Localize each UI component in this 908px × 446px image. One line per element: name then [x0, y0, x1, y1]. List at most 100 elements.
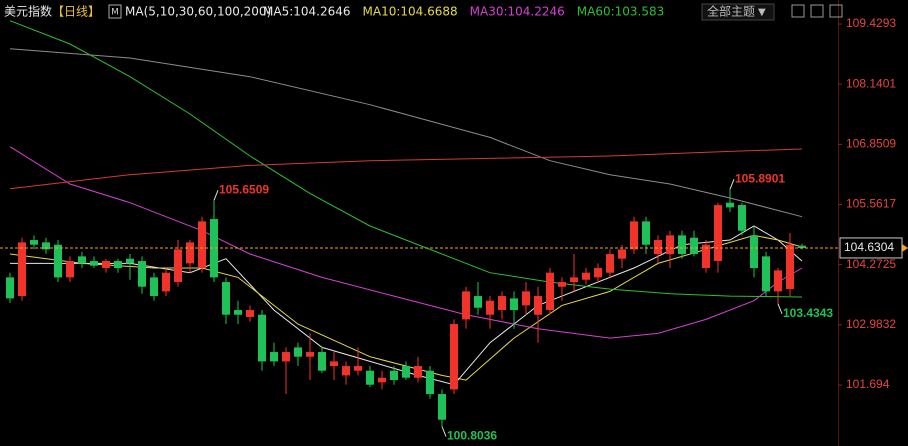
candle-body: [138, 261, 146, 287]
candle-body: [426, 370, 434, 395]
plot: 101.694 102.9832 104.2725 105.5617 106.8509 1…: [0, 16, 908, 443]
symbol: 美元指数: [4, 4, 52, 19]
candle-body: [114, 261, 122, 269]
candle-body: [654, 240, 662, 255]
annotation-label: 100.8036: [447, 429, 497, 443]
annotation-pointer: [213, 190, 219, 201]
dropdown-arrow: ▼: [758, 7, 766, 18]
candle-body: [234, 310, 242, 315]
y-tick-label: 105.5617: [846, 197, 896, 211]
candle-body: [474, 296, 482, 308]
candle-body: [318, 352, 326, 371]
ma-icon-text: M: [111, 8, 119, 18]
candle-body: [558, 282, 566, 287]
candle-body: [330, 361, 338, 367]
candle-body: [498, 296, 506, 311]
y-tick-label: 108.1401: [846, 76, 896, 90]
candle-body: [546, 272, 554, 311]
candle-body: [18, 242, 26, 297]
candle-body: [162, 272, 170, 292]
candle-body: [246, 310, 254, 318]
candle-body: [798, 245, 806, 248]
candle-body: [354, 366, 362, 371]
candle-body: [366, 370, 374, 385]
period: 【日线】: [52, 5, 100, 19]
candle-body: [570, 277, 578, 283]
candle-body: [102, 261, 110, 269]
ma-icon[interactable]: [108, 4, 122, 19]
candle-body: [762, 256, 770, 292]
legend-entry: MA5:104.2646: [263, 5, 351, 19]
candle-body: [282, 352, 290, 362]
candle-body: [54, 244, 62, 278]
candle-body: [270, 352, 278, 362]
candle-body: [582, 272, 590, 280]
candle-body: [522, 291, 530, 306]
ma-line: [9, 148, 803, 190]
candle-body: [438, 394, 446, 420]
annotation-label: 105.8901: [735, 171, 785, 185]
candle-body: [726, 202, 734, 208]
candle-body: [750, 235, 758, 269]
candle-body: [222, 282, 230, 315]
annotation-pointer: [729, 178, 735, 190]
candle-body: [342, 366, 350, 376]
candle-body: [258, 314, 266, 362]
theme-button[interactable]: [701, 3, 775, 21]
candle-body: [414, 366, 422, 378]
candle-body: [630, 221, 638, 250]
candle-body: [66, 261, 74, 278]
last-price-arrow: [902, 243, 908, 252]
y-tick-label: 101.694: [846, 377, 890, 391]
y-tick-label: 104.2725: [846, 257, 896, 271]
candle-body: [714, 205, 722, 262]
candle-body: [450, 324, 458, 390]
icon-button[interactable]: [810, 4, 824, 18]
candle-body: [690, 237, 698, 255]
candle-body: [42, 242, 50, 250]
candle-body: [786, 244, 794, 290]
candle-body: [390, 370, 398, 381]
candle-body: [378, 377, 386, 383]
annotation-label: 105.6509: [219, 183, 269, 197]
candle-body: [774, 270, 782, 292]
candle-body: [174, 249, 182, 283]
y-tick-label: 106.8509: [846, 137, 896, 151]
candle-body: [210, 219, 218, 278]
y-tick-label: 102.9832: [846, 317, 896, 331]
candle-body: [294, 347, 302, 357]
annotation-pointer: [441, 426, 447, 437]
candle-body: [150, 277, 158, 297]
candle-body: [402, 366, 410, 378]
ma-line: [9, 48, 803, 218]
legend: MA5:104.2646 MA10:104.6688 MA30:104.2246 MA…: [263, 5, 664, 19]
candle-body: [186, 242, 194, 264]
candle-body: [306, 352, 314, 357]
legend-entry: MA60:103.583: [577, 5, 665, 19]
candle-body: [198, 221, 206, 269]
candle-body: [606, 254, 614, 273]
icon-button[interactable]: [791, 4, 805, 18]
ma-label: MA(5,10,30,60,100,200): [125, 5, 271, 19]
candle-body: [618, 249, 626, 259]
ma-line: [9, 20, 803, 298]
candle-body: [666, 235, 674, 255]
candle-body: [6, 277, 14, 299]
candle-body: [642, 221, 650, 245]
candle-body: [534, 296, 542, 315]
candle-body: [90, 261, 98, 266]
icon-button[interactable]: [829, 4, 843, 18]
candle-body: [510, 298, 518, 311]
candle-body: [78, 256, 86, 264]
annotation-label: 103.4343: [783, 306, 833, 320]
legend-entry: MA30:104.2246: [470, 5, 565, 19]
y-tick-label: 109.4293: [846, 16, 896, 30]
candle-body: [702, 244, 710, 269]
header: 美元指数 【日线】 M MA(5,10,30,60,100,200) MA5:1…: [4, 3, 843, 21]
theme-button-text: 全部主题: [707, 4, 755, 19]
candle-body: [30, 240, 38, 245]
candle-body: [486, 300, 494, 315]
legend-entry: MA10:104.6688: [363, 5, 458, 19]
candle-body: [738, 205, 746, 231]
